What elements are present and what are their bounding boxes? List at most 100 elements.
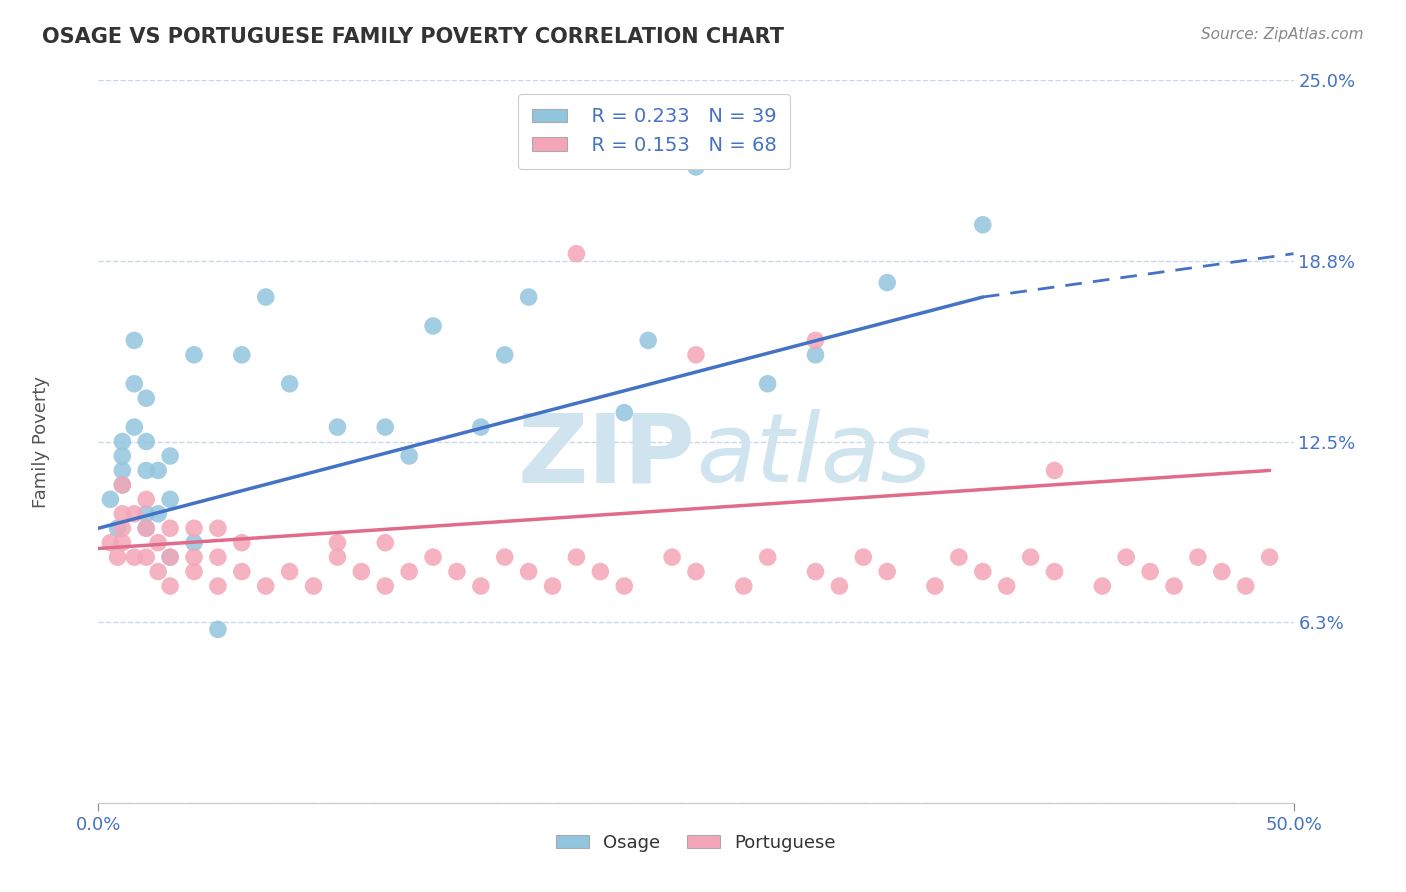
Point xyxy=(756,550,779,565)
Point xyxy=(111,521,134,535)
Point xyxy=(804,565,827,579)
Point xyxy=(1211,565,1233,579)
Point xyxy=(565,246,588,260)
Point xyxy=(124,550,146,565)
Point xyxy=(350,565,373,579)
Point xyxy=(111,449,134,463)
Point xyxy=(124,507,146,521)
Point xyxy=(183,535,205,549)
Point xyxy=(111,463,134,477)
Point xyxy=(111,434,134,449)
Point xyxy=(972,218,994,232)
Point xyxy=(231,535,253,549)
Point xyxy=(565,550,588,565)
Point xyxy=(124,376,146,391)
Point xyxy=(637,334,659,348)
Point xyxy=(278,565,301,579)
Point xyxy=(589,565,612,579)
Point xyxy=(494,348,516,362)
Point xyxy=(135,434,157,449)
Point xyxy=(135,492,157,507)
Point xyxy=(1187,550,1209,565)
Point xyxy=(1258,550,1281,565)
Point xyxy=(148,507,170,521)
Point xyxy=(183,550,205,565)
Point xyxy=(135,507,157,521)
Point xyxy=(1043,463,1066,477)
Legend: Osage, Portuguese: Osage, Portuguese xyxy=(548,826,844,859)
Point xyxy=(135,463,157,477)
Point xyxy=(1019,550,1042,565)
Point xyxy=(1091,579,1114,593)
Point xyxy=(107,521,129,535)
Point xyxy=(924,579,946,593)
Point xyxy=(254,579,277,593)
Point xyxy=(254,290,277,304)
Point xyxy=(111,478,134,492)
Point xyxy=(398,449,420,463)
Point xyxy=(661,550,683,565)
Point xyxy=(852,550,875,565)
Point xyxy=(613,406,636,420)
Point xyxy=(995,579,1018,593)
Point xyxy=(159,492,181,507)
Point xyxy=(422,550,444,565)
Point xyxy=(517,565,540,579)
Point xyxy=(207,579,229,593)
Point xyxy=(111,478,134,492)
Point xyxy=(541,579,564,593)
Point xyxy=(972,565,994,579)
Point xyxy=(374,420,396,434)
Point xyxy=(733,579,755,593)
Point xyxy=(111,507,134,521)
Point xyxy=(278,376,301,391)
Text: Source: ZipAtlas.com: Source: ZipAtlas.com xyxy=(1201,27,1364,42)
Point xyxy=(876,565,898,579)
Point xyxy=(828,579,851,593)
Point xyxy=(374,535,396,549)
Point xyxy=(135,521,157,535)
Point xyxy=(613,579,636,593)
Point xyxy=(111,535,134,549)
Point xyxy=(231,565,253,579)
Point xyxy=(1163,579,1185,593)
Point xyxy=(1043,565,1066,579)
Point xyxy=(1139,565,1161,579)
Text: OSAGE VS PORTUGUESE FAMILY POVERTY CORRELATION CHART: OSAGE VS PORTUGUESE FAMILY POVERTY CORRE… xyxy=(42,27,785,46)
Point xyxy=(1115,550,1137,565)
Point xyxy=(135,391,157,405)
Text: atlas: atlas xyxy=(696,409,931,502)
Point xyxy=(207,623,229,637)
Point xyxy=(148,565,170,579)
Point xyxy=(422,318,444,333)
Point xyxy=(326,550,349,565)
Point xyxy=(124,334,146,348)
Point xyxy=(159,449,181,463)
Point xyxy=(470,579,492,593)
Point xyxy=(685,160,707,174)
Point xyxy=(1234,579,1257,593)
Point xyxy=(148,535,170,549)
Point xyxy=(98,535,122,549)
Text: ZIP: ZIP xyxy=(517,409,696,502)
Point xyxy=(804,334,827,348)
Point xyxy=(374,579,396,593)
Point xyxy=(183,521,205,535)
Point xyxy=(494,550,516,565)
Point xyxy=(159,579,181,593)
Point xyxy=(107,550,129,565)
Point xyxy=(685,348,707,362)
Point xyxy=(207,521,229,535)
Y-axis label: Family Poverty: Family Poverty xyxy=(32,376,49,508)
Point xyxy=(876,276,898,290)
Point xyxy=(302,579,325,593)
Point xyxy=(135,521,157,535)
Point xyxy=(135,550,157,565)
Point xyxy=(326,420,349,434)
Point xyxy=(183,565,205,579)
Point xyxy=(159,521,181,535)
Point xyxy=(470,420,492,434)
Point xyxy=(446,565,468,579)
Point xyxy=(685,565,707,579)
Point xyxy=(124,420,146,434)
